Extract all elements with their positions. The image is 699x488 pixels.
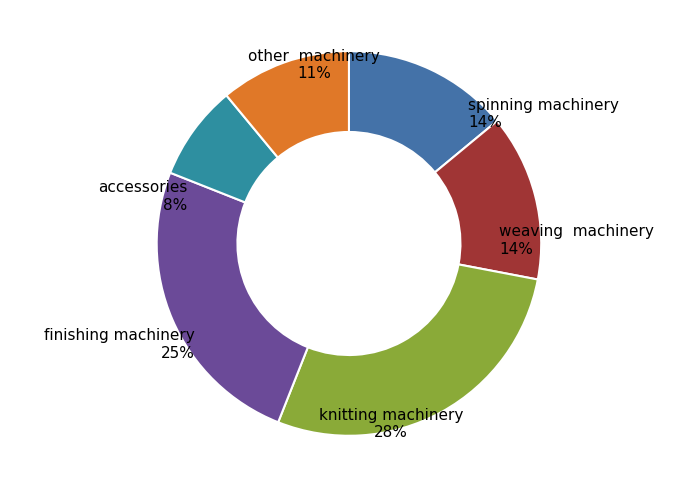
Wedge shape xyxy=(278,265,538,436)
Wedge shape xyxy=(435,122,541,280)
Wedge shape xyxy=(226,52,349,158)
Text: weaving  machinery
14%: weaving machinery 14% xyxy=(499,224,654,256)
Text: spinning machinery
14%: spinning machinery 14% xyxy=(468,98,619,130)
Wedge shape xyxy=(170,96,278,203)
Text: accessories
8%: accessories 8% xyxy=(98,180,187,212)
Text: knitting machinery
28%: knitting machinery 28% xyxy=(319,407,463,439)
Text: other  machinery
11%: other machinery 11% xyxy=(248,49,380,81)
Text: finishing machinery
25%: finishing machinery 25% xyxy=(44,327,195,360)
Wedge shape xyxy=(157,173,308,423)
Wedge shape xyxy=(349,52,497,173)
